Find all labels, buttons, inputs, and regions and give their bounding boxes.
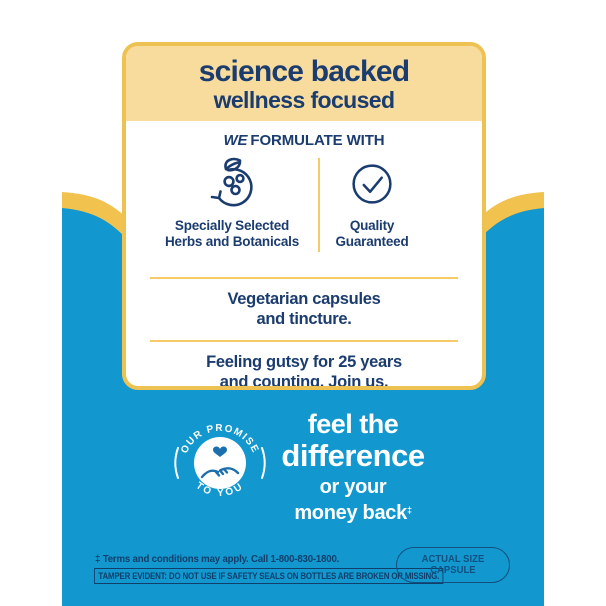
handshake-heart-icon — [200, 446, 240, 479]
card-header-band: science backed wellness focused — [126, 46, 482, 121]
divider-1 — [150, 277, 458, 279]
statement-gutsy-line2: and counting. Join us. — [219, 373, 389, 390]
promise-badge-icon: OUR PROMISE TO YOU — [174, 423, 266, 499]
vertical-divider — [318, 158, 320, 252]
feature-quality-line2: Guaranteed — [335, 234, 409, 249]
feature-columns: Specially Selected Herbs and Botanicals … — [126, 156, 482, 258]
terms-text: ‡ Terms and conditions may apply. Call 1… — [95, 553, 340, 565]
money-back-tagline: feel the difference or your money back‡ — [263, 410, 443, 525]
tamper-evident-notice: TAMPER EVIDENT: DO NOT USE IF SAFETY SEA… — [94, 568, 444, 584]
feature-quality-line1: Quality — [349, 218, 395, 233]
divider-2 — [150, 340, 458, 342]
promise-badge: OUR PROMISE TO YOU — [170, 413, 270, 513]
capsule-label-line2: CAPSULE — [430, 565, 476, 576]
badge-disc — [194, 437, 246, 489]
statement-gutsy: Feeling gutsy for 25 years and counting.… — [126, 352, 482, 390]
feature-herbs: Specially Selected Herbs and Botanicals — [142, 156, 322, 250]
tagline-line4-text: money back — [294, 502, 407, 524]
capsule-label-line1: ACTUAL SIZE — [421, 553, 485, 565]
quality-check-icon — [352, 164, 392, 204]
badge-left-arc — [174, 447, 179, 479]
formulate-we: WE — [223, 132, 248, 149]
tagline-line4: money back‡ — [263, 499, 443, 525]
tagline-superscript: ‡ — [406, 505, 412, 515]
statement-capsules-line2: and tincture. — [256, 310, 352, 328]
formulate-rest: FORMULATE WITH — [250, 132, 385, 149]
tagline-line3: or your — [319, 476, 387, 498]
statement-capsules-line1: Vegetarian capsules — [227, 290, 381, 308]
formulate-heading: WE FORMULATE WITH — [126, 132, 482, 149]
feature-herbs-line2: Herbs and Botanicals — [164, 234, 300, 249]
actual-size-capsule-outline: ACTUAL SIZE CAPSULE — [396, 547, 510, 583]
info-card: science backed wellness focused WE FORMUL… — [122, 42, 486, 390]
feature-quality-label: Quality Guaranteed — [302, 218, 442, 250]
header-line2: wellness focused — [213, 87, 395, 113]
tagline-line1: feel the — [307, 409, 399, 439]
header-line1: science backed — [198, 55, 410, 88]
feature-quality: Quality Guaranteed — [302, 156, 442, 250]
badge-right-arc — [261, 447, 266, 479]
statement-capsules: Vegetarian capsules and tincture. — [126, 289, 482, 329]
herbs-botanicals-icon — [210, 157, 253, 207]
feature-herbs-line1: Specially Selected — [174, 218, 290, 233]
statement-gutsy-line1: Feeling gutsy for 25 years — [206, 353, 402, 371]
feature-herbs-label: Specially Selected Herbs and Botanicals — [142, 218, 322, 250]
tagline-line2: difference — [281, 438, 425, 473]
